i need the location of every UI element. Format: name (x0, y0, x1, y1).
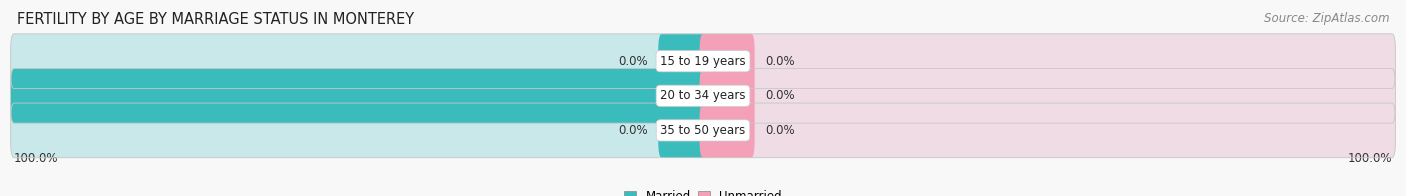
FancyBboxPatch shape (11, 68, 706, 123)
FancyBboxPatch shape (700, 34, 755, 89)
Legend: Married, Unmarried: Married, Unmarried (620, 186, 786, 196)
Text: 20 to 34 years: 20 to 34 years (661, 89, 745, 102)
FancyBboxPatch shape (11, 68, 706, 123)
FancyBboxPatch shape (11, 34, 706, 89)
FancyBboxPatch shape (700, 103, 1395, 158)
FancyBboxPatch shape (11, 103, 706, 158)
Text: FERTILITY BY AGE BY MARRIAGE STATUS IN MONTEREY: FERTILITY BY AGE BY MARRIAGE STATUS IN M… (17, 12, 413, 27)
Text: 100.0%: 100.0% (1347, 152, 1392, 165)
FancyBboxPatch shape (700, 68, 1395, 123)
FancyBboxPatch shape (700, 103, 755, 158)
Text: 0.0%: 0.0% (619, 124, 648, 137)
FancyBboxPatch shape (658, 103, 706, 158)
Text: 15 to 19 years: 15 to 19 years (661, 55, 745, 68)
Text: 100.0%: 100.0% (14, 152, 59, 165)
FancyBboxPatch shape (700, 34, 1395, 89)
Text: 0.0%: 0.0% (619, 55, 648, 68)
Text: 0.0%: 0.0% (765, 55, 794, 68)
FancyBboxPatch shape (700, 68, 755, 123)
Text: 0.0%: 0.0% (765, 89, 794, 102)
Text: 35 to 50 years: 35 to 50 years (661, 124, 745, 137)
Text: Source: ZipAtlas.com: Source: ZipAtlas.com (1264, 12, 1389, 25)
Text: 0.0%: 0.0% (765, 124, 794, 137)
FancyBboxPatch shape (658, 34, 706, 89)
